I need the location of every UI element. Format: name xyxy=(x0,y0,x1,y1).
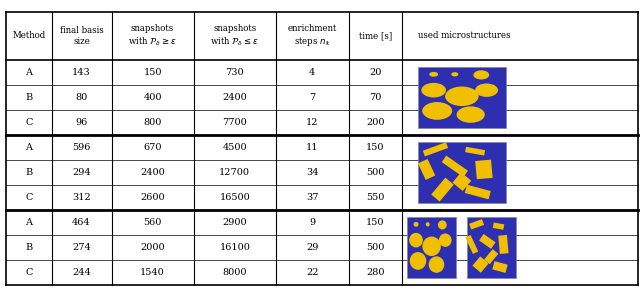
Text: enrichment
steps $n_{\mathrm{it}}$: enrichment steps $n_{\mathrm{it}}$ xyxy=(287,24,337,48)
Ellipse shape xyxy=(438,220,447,229)
Text: 12700: 12700 xyxy=(220,168,250,177)
Ellipse shape xyxy=(451,72,458,77)
Bar xyxy=(418,142,506,203)
Text: 200: 200 xyxy=(366,118,385,127)
Polygon shape xyxy=(479,234,495,249)
Text: Method: Method xyxy=(12,32,45,41)
Ellipse shape xyxy=(474,70,489,79)
Text: 280: 280 xyxy=(366,268,385,277)
Text: 2600: 2600 xyxy=(140,193,165,202)
Text: used microstructures: used microstructures xyxy=(417,32,510,41)
Ellipse shape xyxy=(475,84,498,97)
Text: B: B xyxy=(25,168,33,177)
Ellipse shape xyxy=(429,256,444,273)
Text: 500: 500 xyxy=(366,168,385,177)
Text: 150: 150 xyxy=(366,143,385,152)
Text: 596: 596 xyxy=(72,143,91,152)
Ellipse shape xyxy=(413,222,419,227)
Bar xyxy=(467,217,516,278)
Text: 12: 12 xyxy=(306,118,319,127)
Text: final basis
size: final basis size xyxy=(60,26,104,46)
Text: A: A xyxy=(25,143,32,152)
Text: 7700: 7700 xyxy=(223,118,247,127)
Polygon shape xyxy=(418,159,435,180)
Text: snapshots
with $\mathcal{P}_\delta \geq \varepsilon$: snapshots with $\mathcal{P}_\delta \geq … xyxy=(128,24,177,48)
Text: 11: 11 xyxy=(306,143,319,152)
Text: 560: 560 xyxy=(143,218,162,227)
Ellipse shape xyxy=(409,233,423,247)
Polygon shape xyxy=(472,256,488,273)
Polygon shape xyxy=(469,219,484,229)
Ellipse shape xyxy=(426,222,429,226)
Polygon shape xyxy=(431,177,454,202)
Text: 274: 274 xyxy=(72,243,91,252)
Polygon shape xyxy=(465,235,478,254)
Text: 80: 80 xyxy=(76,93,88,102)
Text: 800: 800 xyxy=(143,118,162,127)
Ellipse shape xyxy=(410,252,426,270)
Text: 16100: 16100 xyxy=(220,243,250,252)
Polygon shape xyxy=(476,160,493,179)
Text: 500: 500 xyxy=(366,243,385,252)
Polygon shape xyxy=(452,172,471,191)
Text: 312: 312 xyxy=(72,193,91,202)
Text: 2900: 2900 xyxy=(223,218,247,227)
Polygon shape xyxy=(423,142,448,156)
Text: 150: 150 xyxy=(366,218,385,227)
Text: 464: 464 xyxy=(72,218,91,227)
Text: 4: 4 xyxy=(309,68,316,77)
Polygon shape xyxy=(493,222,504,230)
Text: 70: 70 xyxy=(369,93,381,102)
Text: B: B xyxy=(25,243,33,252)
Text: 29: 29 xyxy=(306,243,318,252)
Polygon shape xyxy=(484,249,499,264)
Text: 16500: 16500 xyxy=(220,193,250,202)
Text: 7: 7 xyxy=(309,93,316,102)
Text: C: C xyxy=(25,118,33,127)
Text: 1540: 1540 xyxy=(140,268,165,277)
Text: A: A xyxy=(25,68,32,77)
Bar xyxy=(418,67,506,128)
Text: 400: 400 xyxy=(143,93,162,102)
Text: 37: 37 xyxy=(306,193,319,202)
Ellipse shape xyxy=(421,83,446,97)
Text: 34: 34 xyxy=(306,168,319,177)
Text: A: A xyxy=(25,218,32,227)
Polygon shape xyxy=(465,147,485,155)
Text: 20: 20 xyxy=(369,68,381,77)
Text: 96: 96 xyxy=(76,118,88,127)
Text: 670: 670 xyxy=(143,143,162,152)
Text: 8000: 8000 xyxy=(223,268,247,277)
Text: 150: 150 xyxy=(143,68,162,77)
Text: C: C xyxy=(25,193,33,202)
Ellipse shape xyxy=(439,233,452,247)
Text: time [s]: time [s] xyxy=(359,32,392,41)
Text: 143: 143 xyxy=(72,68,91,77)
Ellipse shape xyxy=(456,106,484,123)
Polygon shape xyxy=(498,235,509,254)
Ellipse shape xyxy=(429,72,438,77)
Text: 22: 22 xyxy=(306,268,319,277)
Text: 2000: 2000 xyxy=(140,243,165,252)
Text: C: C xyxy=(25,268,33,277)
Text: 9: 9 xyxy=(309,218,316,227)
Text: 244: 244 xyxy=(72,268,91,277)
Text: 2400: 2400 xyxy=(223,93,247,102)
Text: B: B xyxy=(25,93,33,102)
Text: 4500: 4500 xyxy=(223,143,247,152)
Text: 294: 294 xyxy=(72,168,91,177)
Ellipse shape xyxy=(422,237,441,256)
Ellipse shape xyxy=(422,102,452,120)
Polygon shape xyxy=(442,155,468,177)
Text: 730: 730 xyxy=(225,68,244,77)
Polygon shape xyxy=(492,261,508,273)
Bar xyxy=(407,217,456,278)
Ellipse shape xyxy=(445,86,479,106)
Text: 550: 550 xyxy=(366,193,385,202)
Text: snapshots
with $\mathcal{P}_\delta \leq \varepsilon$: snapshots with $\mathcal{P}_\delta \leq … xyxy=(211,24,259,48)
Polygon shape xyxy=(465,185,491,199)
Text: 2400: 2400 xyxy=(140,168,165,177)
